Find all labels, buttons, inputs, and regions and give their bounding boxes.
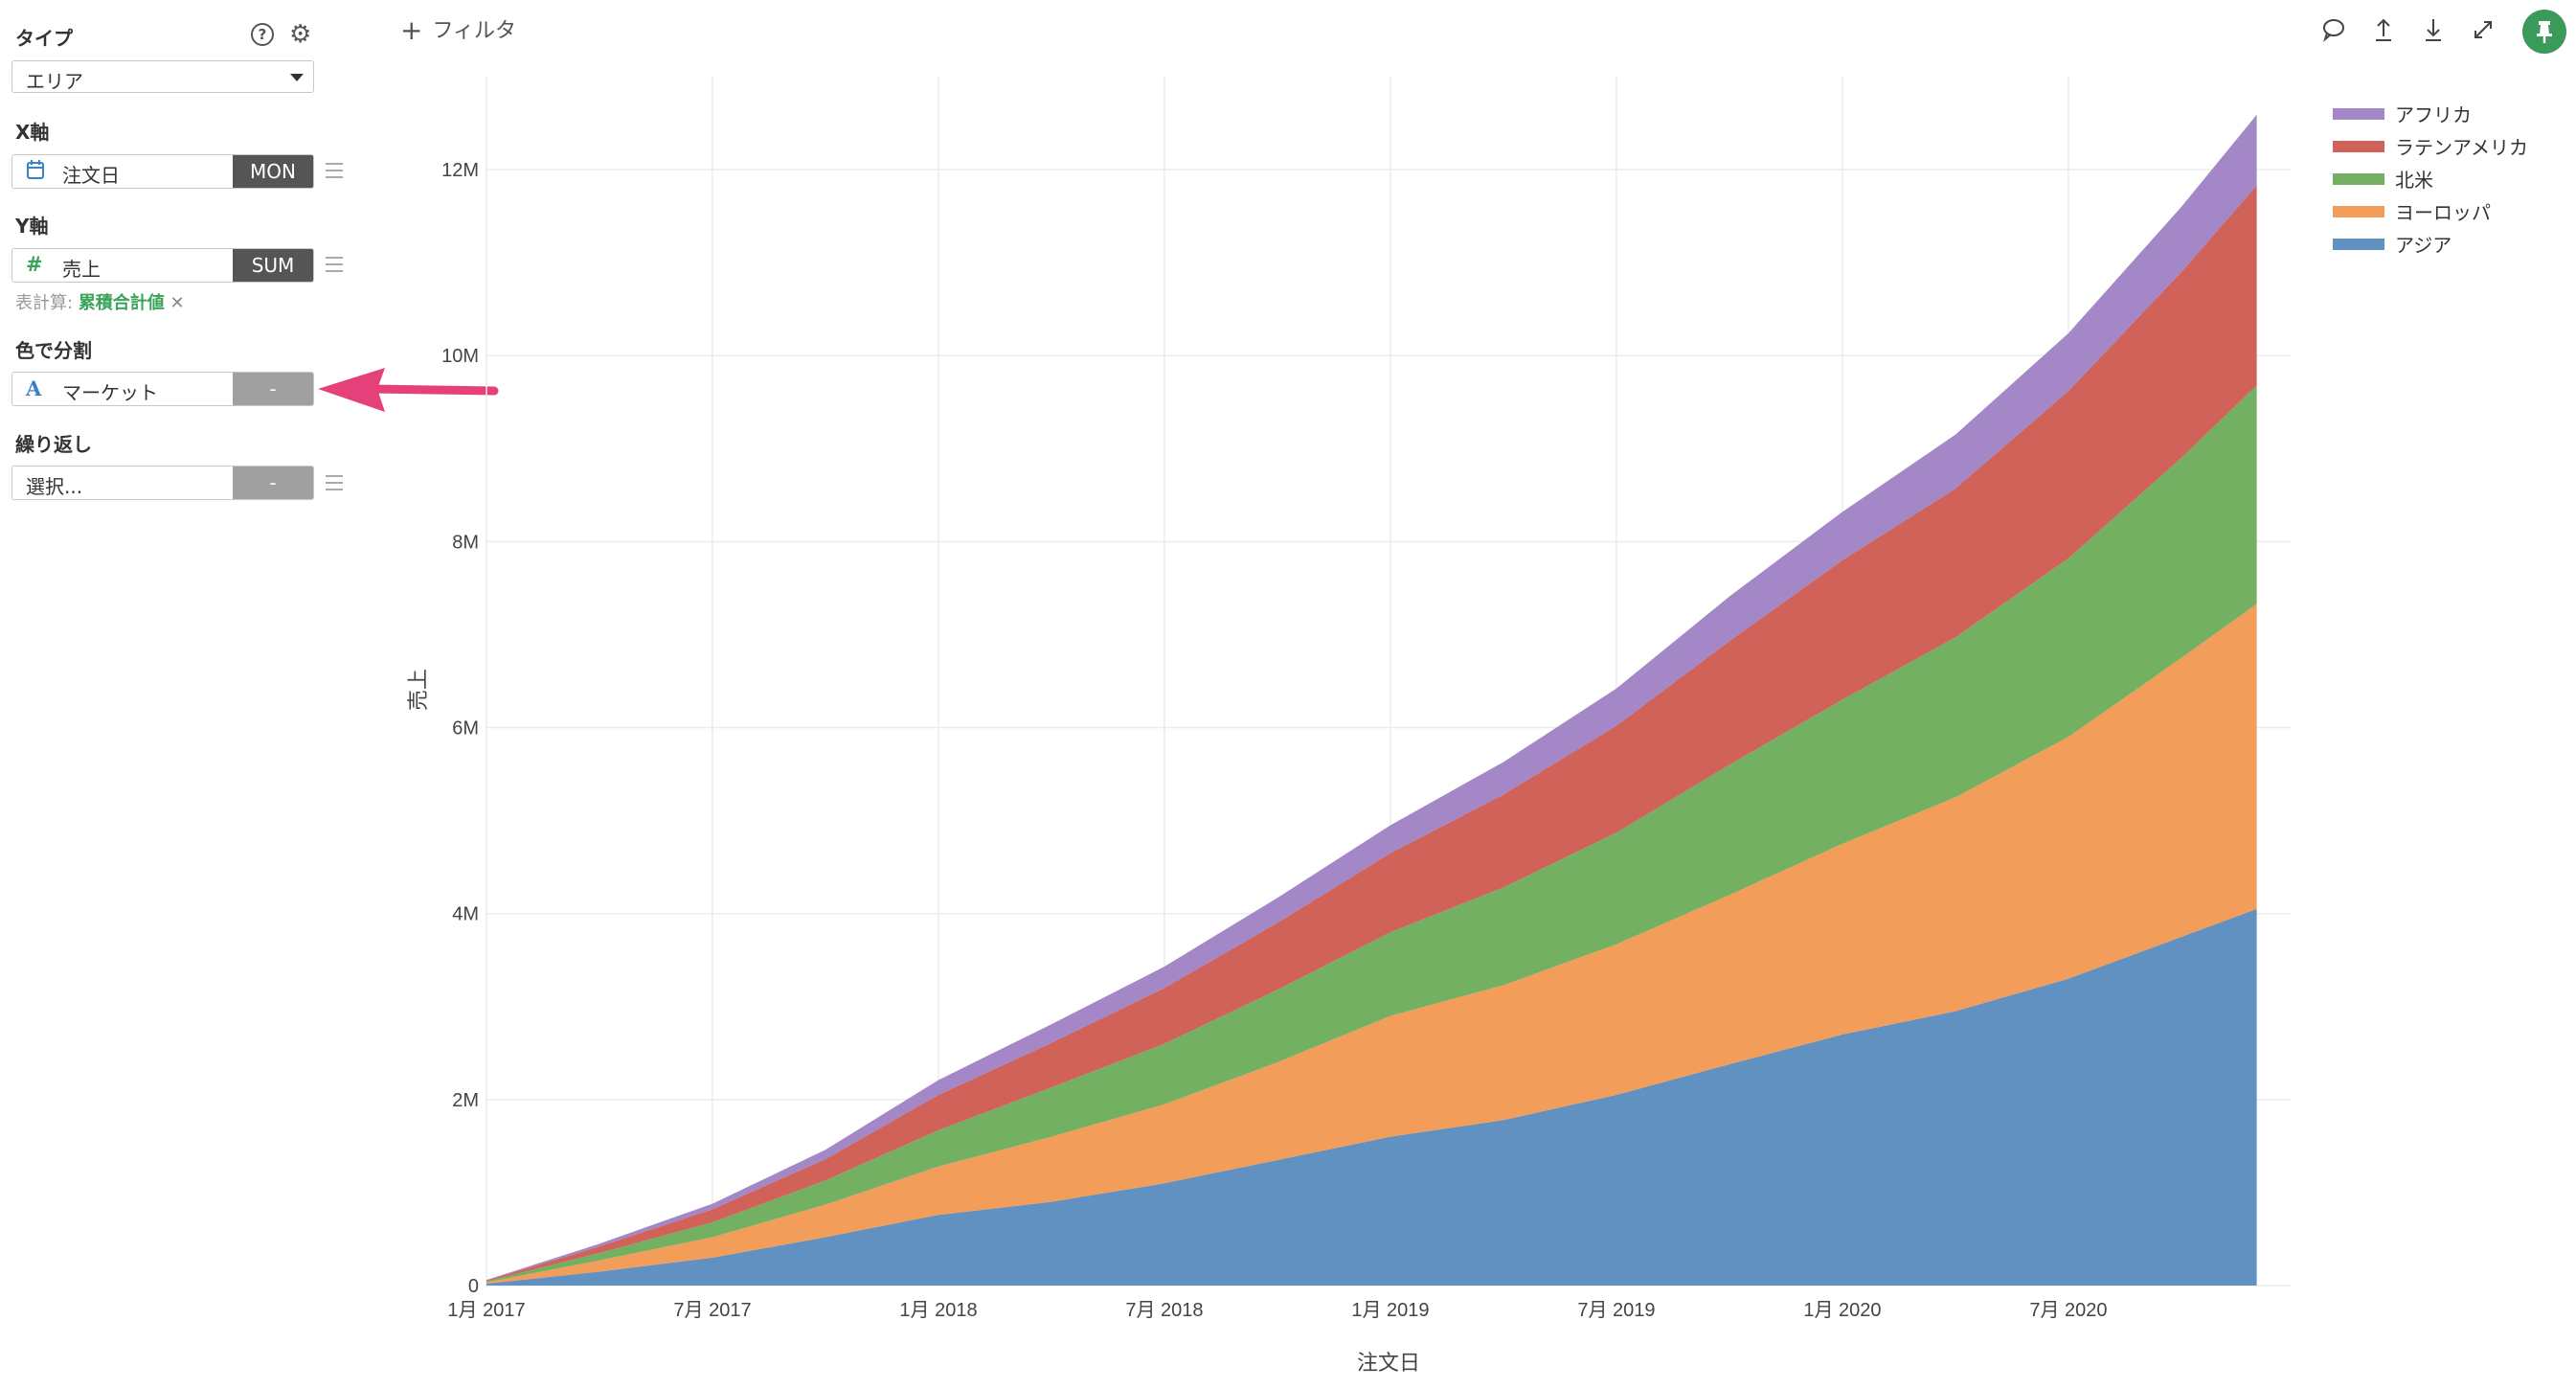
plus-icon: + — [400, 14, 423, 46]
table-calc-prefix: 表計算: — [15, 293, 74, 313]
yaxis-menu-icon[interactable] — [326, 257, 343, 277]
x-tick-label: 7月 2019 — [1577, 1300, 1655, 1321]
legend-label: アジア — [2395, 234, 2452, 257]
legend-item[interactable]: アフリカ — [2333, 100, 2563, 128]
area-アジア — [486, 908, 2257, 1286]
xaxis-field[interactable]: 注文日 MON — [11, 154, 314, 189]
chart-type-select[interactable]: エリア — [11, 60, 314, 93]
legend-swatch — [2333, 141, 2384, 152]
chart-type-value: エリア — [26, 70, 83, 93]
yaxis-field[interactable]: # 売上 SUM — [11, 248, 314, 283]
legend-item[interactable]: 北米 — [2333, 165, 2563, 194]
repeat-menu-icon[interactable] — [326, 475, 343, 495]
legend-label: ラテンアメリカ — [2395, 136, 2528, 159]
repeat-field-placeholder: 選択... — [26, 475, 83, 498]
repeat-field[interactable]: 選択... - — [11, 466, 314, 500]
filter-label: フィルタ — [432, 19, 517, 43]
color-field[interactable]: A マーケット - — [11, 372, 314, 406]
y-tick-label: 0 — [468, 1276, 479, 1297]
color-field-name: マーケット — [62, 381, 158, 404]
x-tick-label: 1月 2017 — [447, 1300, 525, 1321]
x-tick-label: 1月 2019 — [1351, 1300, 1429, 1321]
area-ヨーロッパ — [486, 603, 2257, 1285]
yaxis-label: Y軸 — [15, 215, 49, 238]
x-tick-label: 7月 2017 — [673, 1300, 751, 1321]
gear-icon[interactable]: ⚙ — [289, 20, 312, 49]
x-tick-label: 1月 2018 — [899, 1300, 977, 1321]
pin-icon[interactable] — [2522, 10, 2566, 54]
calendar-icon — [26, 159, 47, 184]
stacked-area-chart: 0 2M 4M 6M 8M 10M 12M 1月 2017 7月 2017 1月 2018 7月 2… — [406, 77, 2291, 1375]
download-icon[interactable] — [2419, 15, 2448, 44]
y-tick-label: 6M — [452, 718, 479, 740]
legend-label: ヨーロッパ — [2395, 201, 2491, 224]
y-tick-label: 8M — [452, 532, 479, 553]
legend-item[interactable]: ヨーロッパ — [2333, 197, 2563, 226]
legend-swatch — [2333, 206, 2384, 217]
upload-icon[interactable] — [2369, 15, 2398, 44]
legend-swatch — [2333, 173, 2384, 185]
area-series — [486, 114, 2257, 1286]
y-tick-label: 2M — [452, 1090, 479, 1111]
legend-item[interactable]: アジア — [2333, 230, 2563, 259]
legend-label: アフリカ — [2395, 103, 2472, 126]
legend-swatch — [2333, 108, 2384, 120]
text-type-icon: A — [26, 376, 42, 400]
number-icon: # — [26, 253, 43, 276]
close-icon[interactable]: ✕ — [169, 293, 185, 313]
x-tick-label: 1月 2020 — [1803, 1300, 1881, 1321]
repeat-agg-button[interactable]: - — [233, 467, 313, 499]
legend-label: 北米 — [2395, 169, 2433, 192]
yaxis-field-name: 売上 — [62, 258, 101, 281]
legend-item[interactable]: ラテンアメリカ — [2333, 132, 2563, 161]
expand-icon[interactable] — [2469, 15, 2497, 44]
table-calc-value[interactable]: 累積合計値 — [78, 293, 165, 313]
y-axis-title: 売上 — [406, 669, 430, 711]
annotation-arrow — [318, 368, 499, 412]
yaxis-agg-button[interactable]: SUM — [233, 249, 313, 282]
comment-icon[interactable] — [2319, 15, 2348, 44]
add-filter-button[interactable]: + フィルタ — [400, 13, 516, 46]
y-tick-label: 12M — [441, 160, 479, 181]
x-tick-label: 7月 2018 — [1125, 1300, 1203, 1321]
xaxis-agg-button[interactable]: MON — [233, 155, 313, 188]
help-icon[interactable]: ? — [251, 23, 274, 46]
x-axis-title: 注文日 — [1357, 1351, 1420, 1375]
color-split-label: 色で分割 — [15, 339, 92, 362]
settings-sidebar: タイプ ? ⚙ エリア X軸 注文日 MON Y軸 # 売上 SUM 表計算: … — [0, 0, 364, 1387]
y-tick-label: 4M — [452, 904, 479, 925]
xaxis-menu-icon[interactable] — [326, 163, 343, 183]
repeat-label: 繰り返し — [15, 433, 92, 456]
type-label: タイプ — [15, 27, 73, 50]
legend-swatch — [2333, 239, 2384, 250]
y-tick-label: 10M — [441, 346, 479, 367]
xaxis-field-name: 注文日 — [62, 164, 120, 187]
x-tick-label: 7月 2020 — [2029, 1300, 2107, 1321]
table-calc-tag: 表計算: 累積合計値 ✕ — [15, 289, 185, 314]
chevron-down-icon — [290, 74, 304, 81]
color-agg-button[interactable]: - — [233, 373, 313, 405]
xaxis-label: X軸 — [15, 121, 50, 144]
axes: 0 2M 4M 6M 8M 10M 12M 1月 2017 7月 2017 1月 2018 7月 2… — [441, 160, 2107, 1321]
